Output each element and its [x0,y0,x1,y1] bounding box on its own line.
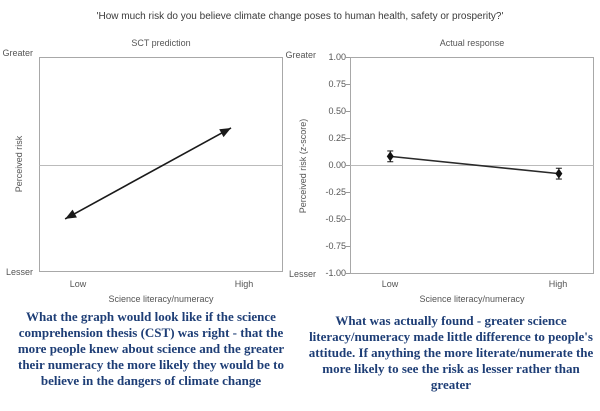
sct-arrowhead-high [219,127,232,138]
sct-trend-arrow-line [64,127,232,220]
y-axis-tickmark [345,138,350,139]
actual-y-top-label: Greater [285,50,316,60]
sct-plot-area [39,57,283,272]
y-tick-label: -0.50 [325,214,346,224]
sct-plot-border [39,57,283,272]
sct-y-top-label: Greater [2,48,33,58]
y-axis-tickmark [345,219,350,220]
data-point-marker [555,168,563,179]
actual-plot-area [350,57,594,274]
sct-x-tick-high: High [234,279,254,289]
y-tick-label: -0.25 [325,187,346,197]
y-axis-tickmark [345,111,350,112]
y-tick-label: 0.50 [328,106,346,116]
y-tick-label: 0.75 [328,79,346,89]
y-axis-tickmark [345,192,350,193]
sct-x-axis-label: Science literacy/numeracy [108,294,214,304]
figure-title: 'How much risk do you believe climate ch… [96,11,504,22]
actual-caption: What was actually found - greater scienc… [308,313,594,392]
actual-x-tick-high: High [548,279,568,289]
actual-x-tick-low: Low [381,279,399,289]
actual-y-bottom-label: Lesser [288,269,316,279]
actual-trend-line [390,155,559,175]
sct-caption: What the graph would look like if the sc… [17,309,285,388]
sct-x-tick-low: Low [69,279,87,289]
y-axis-tickmark [345,84,350,85]
sct-y-axis-label: Perceived risk [14,135,24,193]
y-axis-tickmark [345,246,350,247]
actual-series-group [386,150,563,180]
y-tick-label: 1.00 [328,52,346,62]
actual-x-axis-label: Science literacy/numeracy [419,294,525,304]
sct-arrow-group [64,127,232,220]
data-point-marker [386,151,394,162]
sct-arrowhead-low [65,209,77,219]
y-tick-label: 0.00 [328,160,346,170]
y-axis-tickmark [345,165,350,166]
sct-panel-title: SCT prediction [131,38,191,48]
sct-y-bottom-label: Lesser [5,267,33,277]
y-tick-label: -0.75 [325,241,346,251]
y-tick-label: 0.25 [328,133,346,143]
y-tick-label: -1.00 [325,268,346,278]
y-axis-tickmark [345,273,350,274]
actual-panel-title: Actual response [439,38,505,48]
y-axis-tickmark [345,57,350,58]
